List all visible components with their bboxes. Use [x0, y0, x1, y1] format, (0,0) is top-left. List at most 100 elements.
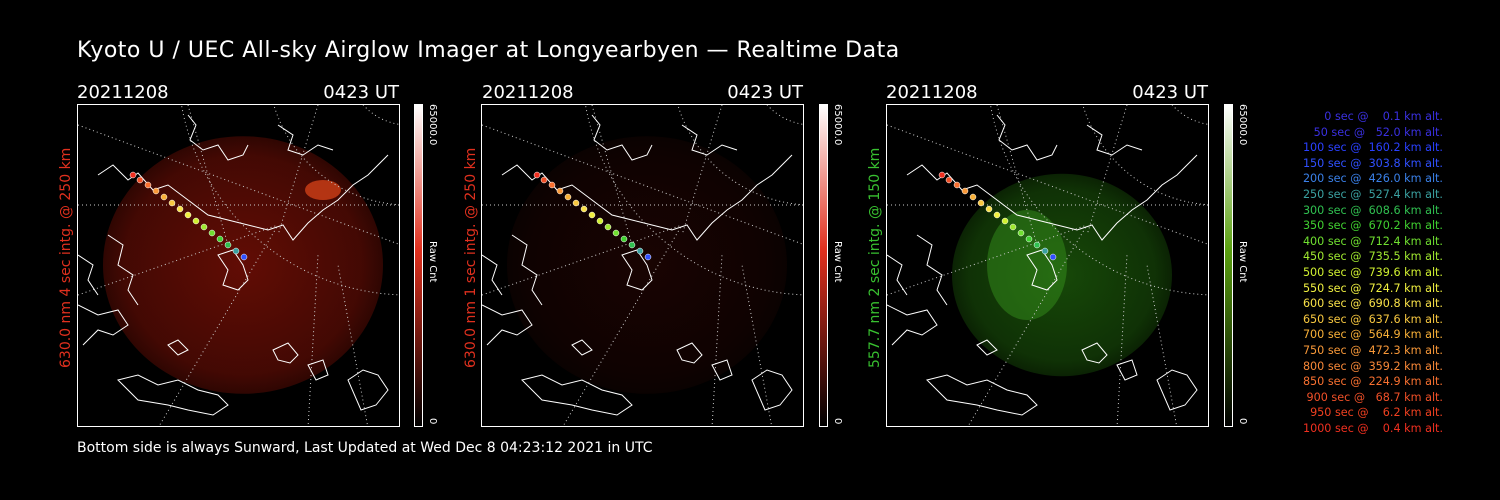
coastline — [1081, 342, 1108, 364]
trajectory-point — [612, 229, 620, 237]
coastline — [751, 369, 793, 411]
trajectory-point — [232, 247, 240, 255]
trajectory-point — [588, 211, 596, 219]
trajectory-point — [604, 223, 612, 231]
grid-line — [78, 124, 399, 245]
trajectory-point — [208, 229, 216, 237]
coastline — [78, 254, 99, 296]
grid-line — [78, 224, 279, 296]
coastline — [676, 342, 703, 364]
panel-2-colorbar — [819, 104, 828, 427]
trajectory-point — [572, 199, 580, 207]
coastline — [347, 369, 389, 411]
trajectory-point — [240, 253, 248, 261]
legend-entry: 150 sec @ 303.8 km alt. — [1302, 156, 1443, 170]
panel-1-date: 20211208 — [77, 82, 169, 103]
grid-line — [158, 224, 279, 426]
coastline — [277, 124, 334, 156]
coastline — [926, 374, 1038, 416]
coastline — [976, 339, 998, 356]
coastline — [78, 304, 129, 346]
trajectory-point — [192, 217, 200, 225]
grid-line — [887, 224, 1088, 296]
panel-1-svg — [78, 105, 399, 426]
coastline — [521, 374, 633, 416]
trajectory-point — [152, 187, 160, 195]
legend-entry: 400 sec @ 712.4 km alt. — [1302, 234, 1443, 248]
coastline — [916, 234, 948, 306]
trajectory-point — [1033, 241, 1041, 249]
trajectory-point — [628, 241, 636, 249]
panel-3-colorbar — [1224, 104, 1233, 427]
legend-entry: 600 sec @ 690.8 km alt. — [1302, 297, 1443, 311]
trajectory-point — [1009, 223, 1017, 231]
coastline — [887, 304, 938, 346]
aurora-spot — [305, 180, 341, 200]
legend-entry: 250 sec @ 527.4 km alt. — [1302, 187, 1443, 201]
legend-entry: 550 sec @ 724.7 km alt. — [1302, 281, 1443, 295]
grid-circle — [766, 105, 803, 125]
coastline — [107, 234, 139, 306]
trajectory-point — [548, 181, 556, 189]
grid-circle — [362, 105, 399, 125]
altitude-legend: 0 sec @ 0.1 km alt. 50 sec @ 52.0 km alt.… — [1268, 109, 1443, 436]
panel-1-image — [77, 104, 400, 427]
coastline — [307, 359, 329, 381]
panel-1-ylabel: 630.0 nm 4 sec intg. @ 250 km — [58, 147, 74, 368]
trajectory-point — [129, 171, 137, 179]
panel-3-ylabel: 557.7 nm 2 sec intg. @ 150 km — [867, 147, 883, 368]
trajectory-point — [184, 211, 192, 219]
trajectory-point — [176, 205, 184, 213]
grid-line — [681, 105, 723, 236]
panel-2-cbar-min: 0 — [832, 418, 843, 425]
panel-2-svg — [482, 105, 803, 426]
footer-status: Bottom side is always Sunward, Last Upda… — [77, 440, 653, 456]
panel-2-image — [481, 104, 804, 427]
trajectory-point — [636, 247, 644, 255]
coastline — [1116, 359, 1138, 381]
grid-line — [307, 254, 319, 426]
legend-entry: 800 sec @ 359.2 km alt. — [1302, 359, 1443, 373]
page-title: Kyoto U / UEC All-sky Airglow Imager at … — [77, 38, 900, 63]
legend-entry: 900 sec @ 68.7 km alt. — [1306, 390, 1444, 404]
grid-line — [1086, 105, 1128, 236]
coastline — [996, 114, 1058, 161]
trajectory-point — [540, 176, 548, 184]
panel-1-cbar-max: 65000.0 — [427, 104, 438, 146]
panel-3-svg — [887, 105, 1208, 426]
panel-1-colorbar — [414, 104, 423, 427]
coastline — [511, 234, 543, 306]
trajectory-point — [644, 253, 652, 261]
coastline — [1086, 124, 1143, 156]
coastline — [887, 254, 908, 296]
panel-3-image — [886, 104, 1209, 427]
grid-line — [482, 124, 803, 245]
legend-entry: 700 sec @ 564.9 km alt. — [1302, 328, 1443, 342]
grid-line — [562, 224, 683, 426]
coastline — [482, 304, 533, 346]
trajectory-point — [168, 199, 176, 207]
legend-entry: 0 sec @ 0.1 km alt. — [1324, 110, 1443, 123]
trajectory-point — [596, 217, 604, 225]
grid-circle — [1171, 105, 1208, 125]
legend-entry: 350 sec @ 670.2 km alt. — [1302, 219, 1443, 233]
airglow-disk — [952, 173, 1172, 377]
panel-2-date: 20211208 — [482, 82, 574, 103]
trajectory-point — [564, 193, 572, 201]
trajectory-point — [969, 193, 977, 201]
coastline — [711, 359, 733, 381]
coastline — [591, 114, 653, 161]
panel-3-cbar-label: Raw Cnt — [1237, 241, 1248, 283]
legend-entry: 1000 sec @ 0.4 km alt. — [1302, 421, 1443, 435]
legend-entry: 500 sec @ 739.6 km alt. — [1302, 265, 1443, 279]
coastline — [1156, 369, 1198, 411]
trajectory-point — [580, 205, 588, 213]
trajectory-point — [556, 187, 564, 195]
trajectory-point — [216, 235, 224, 243]
legend-entry: 300 sec @ 608.6 km alt. — [1302, 203, 1443, 217]
grid-line — [1116, 254, 1128, 426]
trajectory-point — [620, 235, 628, 243]
legend-entry: 850 sec @ 224.9 km alt. — [1302, 375, 1443, 389]
trajectory-point — [1017, 229, 1025, 237]
trajectory-point — [533, 171, 541, 179]
